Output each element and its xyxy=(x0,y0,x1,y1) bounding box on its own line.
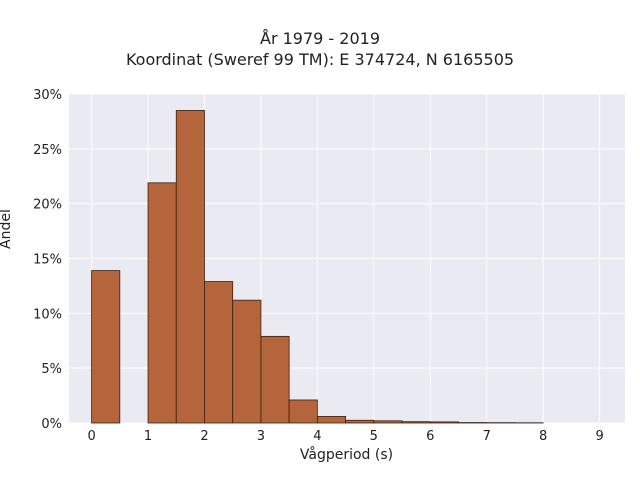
histogram-bar xyxy=(147,182,177,424)
histogram-bar xyxy=(175,110,205,424)
y-tick-label: 25% xyxy=(33,143,62,158)
histogram-bar xyxy=(232,299,262,424)
x-axis-ticks: 0 1 2 3 4 5 6 7 8 9 xyxy=(87,429,603,444)
x-tick-label: 9 xyxy=(595,429,603,444)
y-axis-label: Andel xyxy=(0,209,14,249)
histogram-bar xyxy=(204,281,234,424)
histogram-bar xyxy=(401,421,431,424)
histogram-bar xyxy=(260,335,290,424)
histogram-bar xyxy=(91,270,121,424)
x-tick-label: 4 xyxy=(313,429,321,444)
chart-title: År 1979 - 2019 xyxy=(260,29,380,48)
x-tick-label: 7 xyxy=(483,429,491,444)
x-tick-label: 2 xyxy=(200,429,208,444)
histogram-bar xyxy=(373,420,403,424)
histogram-bar xyxy=(429,421,459,424)
x-axis-label: Vågperiod (s) xyxy=(299,447,394,463)
y-tick-label: 0% xyxy=(41,417,62,432)
x-tick-label: 5 xyxy=(370,429,378,444)
bars xyxy=(91,110,544,424)
y-axis-ticks: 0% 5% 10% 15% 20% 25% 30% xyxy=(33,88,62,432)
x-tick-label: 6 xyxy=(426,429,434,444)
histogram-bar xyxy=(288,399,318,424)
chart-subtitle: Koordinat (Sweref 99 TM): E 374724, N 61… xyxy=(125,50,515,69)
x-tick-label: 3 xyxy=(257,429,265,444)
x-tick-label: 1 xyxy=(144,429,152,444)
y-tick-label: 10% xyxy=(33,307,62,322)
x-tick-label: 0 xyxy=(87,429,95,444)
y-tick-label: 5% xyxy=(41,362,62,377)
histogram-bar xyxy=(316,416,346,424)
y-tick-label: 15% xyxy=(33,253,62,268)
y-tick-label: 30% xyxy=(33,88,62,103)
x-tick-label: 8 xyxy=(539,429,547,444)
y-tick-label: 20% xyxy=(33,198,62,213)
histogram-bar xyxy=(345,419,375,424)
